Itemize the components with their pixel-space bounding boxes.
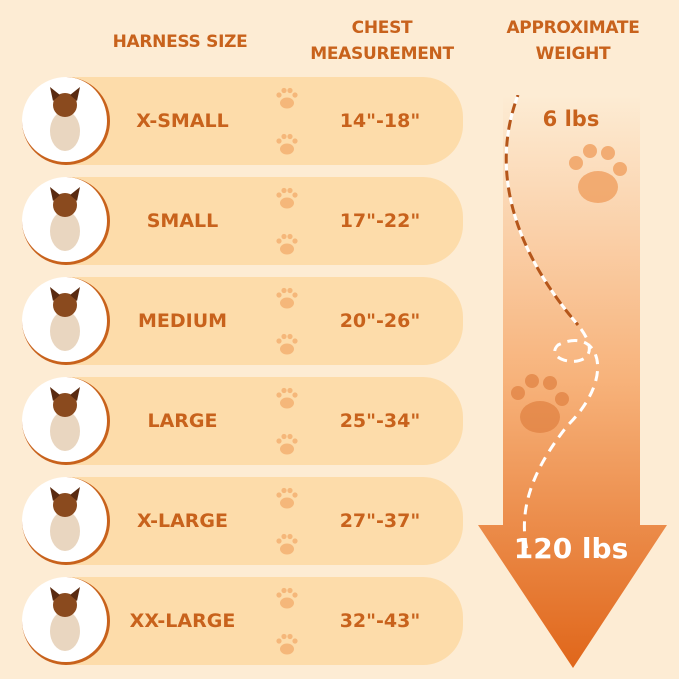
header-weight-line1: APPROXIMATE xyxy=(506,18,640,38)
paw-icon xyxy=(511,374,569,433)
paw-icon xyxy=(274,231,300,257)
dog-photo xyxy=(22,277,110,365)
dog-photo xyxy=(22,77,110,165)
paw-icon xyxy=(274,85,300,111)
dog-photo xyxy=(22,377,110,465)
header-weight-line2: WEIGHT xyxy=(535,44,611,64)
paw-icon xyxy=(274,331,300,357)
paw-icon xyxy=(274,485,300,511)
chest-measurement: 27"-37" xyxy=(339,510,421,532)
paw-icon xyxy=(274,631,300,657)
chest-measurement: 14"-18" xyxy=(339,110,421,132)
chest-measurement: 20"-26" xyxy=(339,310,421,332)
dog-photo xyxy=(22,477,110,565)
paw-icon xyxy=(274,131,300,157)
paw-icon xyxy=(274,385,300,411)
size-label: SMALL xyxy=(146,210,219,232)
header-chest-line2: MEASUREMENT xyxy=(310,44,454,64)
size-label: X-LARGE xyxy=(136,510,228,532)
header-harness-size: HARNESS SIZE xyxy=(112,32,248,52)
header-chest-line1: CHEST xyxy=(351,18,413,38)
header-chest-measurement: CHEST MEASUREMENT xyxy=(292,15,472,67)
paw-icon xyxy=(274,585,300,611)
paw-icon xyxy=(569,144,627,203)
dog-photo xyxy=(22,577,110,665)
paw-icon xyxy=(274,531,300,557)
size-label: MEDIUM xyxy=(137,310,228,332)
weight-arrow xyxy=(478,95,667,668)
weight-max: 120 lbs xyxy=(513,532,629,565)
chest-measurement: 25"-34" xyxy=(339,410,421,432)
size-label: X-SMALL xyxy=(136,110,229,132)
paw-icon xyxy=(274,285,300,311)
paw-icon xyxy=(274,431,300,457)
header-approximate-weight: APPROXIMATE WEIGHT xyxy=(483,15,663,67)
dog-photo xyxy=(22,177,110,265)
size-label: LARGE xyxy=(147,410,218,432)
chest-measurement: 32"-43" xyxy=(339,610,421,632)
weight-min: 6 lbs xyxy=(542,107,600,131)
size-label: XX-LARGE xyxy=(129,610,236,632)
paw-icon xyxy=(274,185,300,211)
chest-measurement: 17"-22" xyxy=(339,210,421,232)
